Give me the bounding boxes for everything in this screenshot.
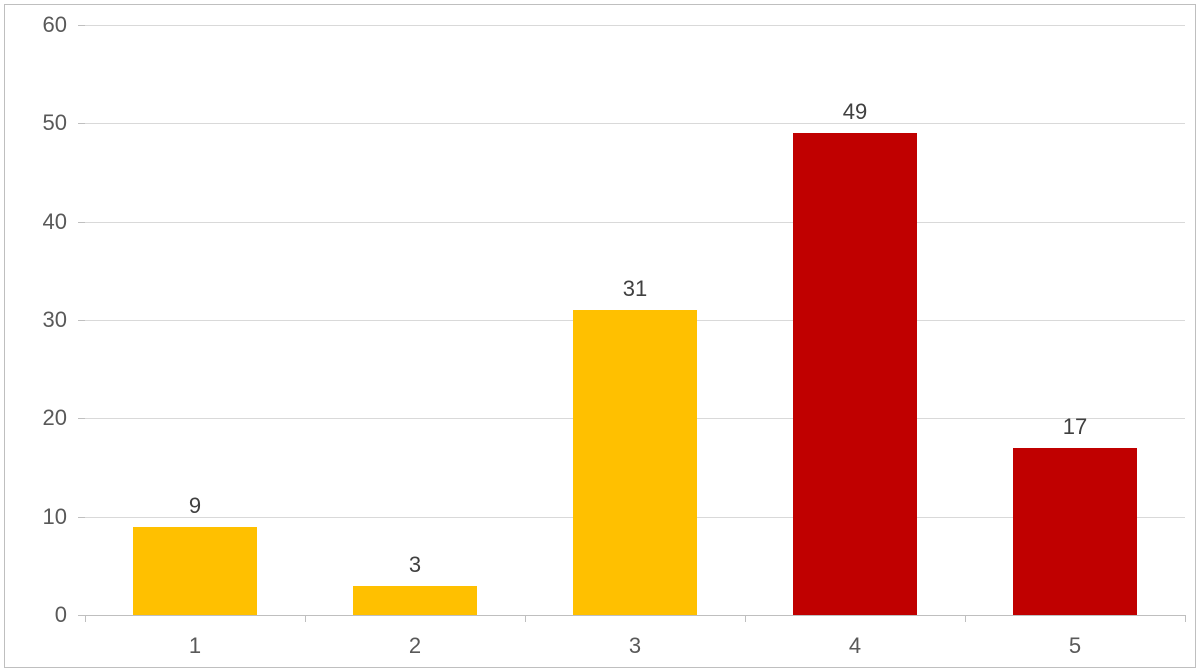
x-tick-label: 5: [1069, 633, 1081, 659]
y-tick-label: 60: [43, 12, 67, 38]
y-tick-mark: [78, 418, 85, 419]
gridline: [85, 222, 1185, 223]
y-tick-label: 40: [43, 209, 67, 235]
x-tick-label: 3: [629, 633, 641, 659]
bar: [353, 586, 476, 616]
bar-data-label: 49: [843, 99, 867, 125]
x-tick-mark: [745, 615, 746, 622]
y-tick-label: 50: [43, 110, 67, 136]
y-tick-mark: [78, 320, 85, 321]
x-tick-mark: [305, 615, 306, 622]
bar-data-label: 3: [409, 552, 421, 578]
y-tick-mark: [78, 222, 85, 223]
bar: [1013, 448, 1136, 615]
bar-data-label: 17: [1063, 414, 1087, 440]
gridline: [85, 123, 1185, 124]
plot-area: 01020304050609132313494175: [85, 25, 1185, 615]
x-axis-line: [85, 615, 1185, 616]
bar: [793, 133, 916, 615]
bar-data-label: 31: [623, 276, 647, 302]
x-tick-mark: [1185, 615, 1186, 622]
y-tick-mark: [78, 25, 85, 26]
y-tick-label: 0: [55, 602, 67, 628]
y-tick-mark: [78, 615, 85, 616]
y-tick-label: 30: [43, 307, 67, 333]
x-tick-label: 4: [849, 633, 861, 659]
x-tick-label: 2: [409, 633, 421, 659]
bar: [133, 527, 256, 616]
bar: [573, 310, 696, 615]
y-tick-label: 20: [43, 405, 67, 431]
x-tick-mark: [965, 615, 966, 622]
x-tick-mark: [525, 615, 526, 622]
y-tick-mark: [78, 517, 85, 518]
x-tick-label: 1: [189, 633, 201, 659]
x-tick-mark: [85, 615, 86, 622]
y-tick-label: 10: [43, 504, 67, 530]
gridline: [85, 25, 1185, 26]
chart-frame: 0 10 20 30 40 50 60 9 1 3 2 31 3 49 4 17 5: [4, 4, 1196, 668]
bar-data-label: 9: [189, 493, 201, 519]
y-tick-mark: [78, 123, 85, 124]
